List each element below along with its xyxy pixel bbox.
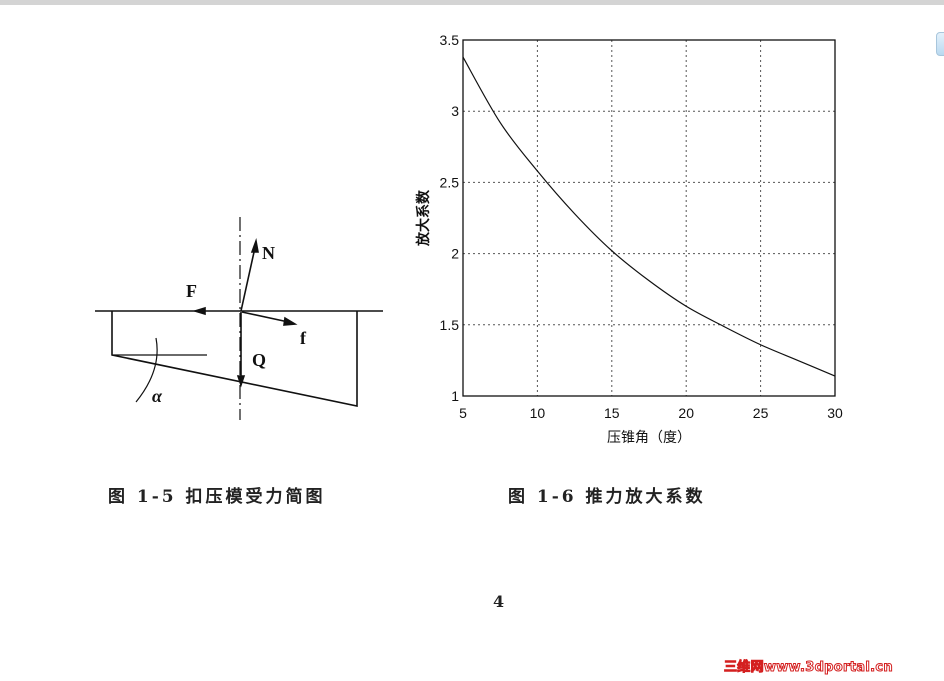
force-F-arrowhead [192,306,206,316]
x-axis-label: 压锥角（度） [607,430,691,446]
y-tick-label: 3 [451,103,459,119]
viewer-top-bar [0,0,944,5]
label-F: F [186,281,197,301]
figure-caption-1-5: 图 1-5 扣压模受力简图 [108,487,326,507]
watermark: 三维网www.3dportal.cn [724,660,894,676]
force-Q-arrowhead [236,375,246,388]
x-tick-label: 25 [753,405,769,421]
x-tick-label: 5 [459,405,467,421]
angle-arc [135,337,158,403]
figure-caption-1-6: 图 1-6 推力放大系数 [508,487,706,507]
page-number: 4 [493,592,505,611]
y-tick-label: 1.5 [440,317,460,333]
amplification-chart: 5 10 15 20 25 30 1 1.5 2 2.5 3 3.5 压锥角（度） 放大系数 [415,32,843,446]
x-tick-label: 15 [604,405,620,421]
viewer-side-tab[interactable] [936,32,944,56]
force-f-arrowhead [283,316,298,326]
y-tick-label: 3.5 [440,32,460,48]
die-body [111,311,358,407]
force-N-arrow [240,242,257,312]
label-alpha: α [152,386,163,406]
x-tick-label: 20 [678,405,694,421]
x-tick-label: 10 [530,405,546,421]
series-line [462,56,836,377]
label-Q: Q [252,350,266,370]
y-axis-label: 放大系数 [415,189,432,247]
x-tick-label: 30 [827,405,843,421]
y-tick-label: 2 [451,246,459,262]
y-tick-label: 2.5 [440,174,460,190]
plot-frame [462,39,836,397]
label-f: f [300,328,307,348]
force-diagram [95,217,383,420]
label-N: N [262,243,275,263]
y-tick-label: 1 [451,388,459,404]
force-N-arrowhead [250,237,259,253]
